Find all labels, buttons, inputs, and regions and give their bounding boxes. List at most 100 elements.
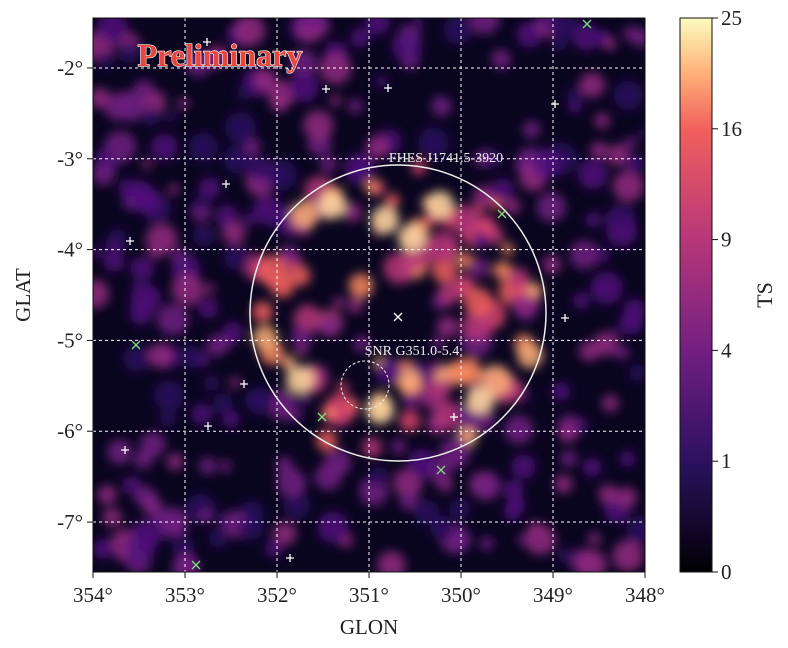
ts-blob	[434, 370, 445, 381]
colorbar-tick-label: 25	[721, 6, 742, 30]
ts-blob	[299, 394, 311, 406]
ts-blob	[224, 244, 250, 270]
ts-blob	[560, 450, 576, 466]
ts-blob	[348, 99, 362, 113]
y-tick-label: -6°	[57, 419, 83, 443]
ts-blob	[165, 111, 176, 122]
y-tick-label: -3°	[57, 147, 83, 171]
ts-blob	[125, 535, 154, 564]
ts-blob	[537, 193, 566, 222]
ts-blob	[151, 134, 178, 161]
ts-blob	[189, 133, 218, 162]
ts-blob	[199, 509, 213, 523]
ts-blob	[316, 430, 337, 451]
colorbar-tick-label: 16	[721, 117, 742, 141]
y-axis-label: GLAT	[11, 268, 35, 322]
colorbar-tick-label: 0	[721, 560, 732, 584]
ts-blob	[97, 485, 116, 504]
ts-blob	[399, 410, 420, 431]
ts-blob	[93, 539, 113, 559]
ts-blob	[491, 49, 511, 69]
ts-blob	[134, 80, 153, 99]
ts-blob	[623, 26, 638, 41]
ts-blob	[89, 88, 110, 109]
ts-blob	[578, 159, 608, 189]
ts-blob	[392, 32, 422, 62]
colorbar-tick-label: 1	[721, 449, 732, 473]
ts-blob	[480, 537, 494, 551]
ts-blob	[266, 160, 297, 191]
ts-blob	[252, 301, 273, 322]
ts-blob	[469, 257, 489, 277]
ts-blob	[104, 251, 125, 272]
ts-blob	[554, 475, 573, 494]
ts-blob	[527, 283, 542, 298]
ts-blob	[257, 255, 289, 287]
ts-blob	[199, 457, 216, 474]
ts-blob	[149, 245, 162, 258]
ts-blob	[576, 550, 606, 580]
ts-blob	[225, 112, 256, 143]
ts-hotspot	[318, 191, 346, 219]
ts-blob	[333, 297, 345, 309]
ts-blob	[613, 171, 644, 202]
ts-hotspot	[286, 366, 314, 394]
ts-blob	[239, 515, 264, 540]
ts-blob	[614, 81, 643, 110]
ts-blob	[337, 381, 348, 392]
ts-blob	[598, 484, 618, 504]
ts-blob	[591, 142, 608, 159]
ts-blob	[383, 252, 415, 284]
ts-hotspot	[466, 386, 494, 414]
ts-blob	[142, 159, 152, 169]
y-tick-label: -2°	[57, 56, 83, 80]
ts-blob	[230, 377, 241, 388]
x-tick-label: 353°	[165, 583, 205, 607]
ts-blob	[504, 503, 522, 521]
ts-blob	[403, 392, 419, 408]
ts-blob	[525, 525, 555, 555]
ts-blob	[579, 341, 599, 361]
ts-blob	[450, 499, 470, 519]
ts-blob	[586, 212, 601, 227]
ts-blob	[431, 96, 451, 116]
ts-hotspot	[426, 191, 454, 219]
ts-blob	[193, 224, 215, 246]
ts-blob	[629, 365, 646, 382]
ts-blob	[602, 395, 619, 412]
ts-blob	[315, 463, 342, 490]
ts-blob	[391, 439, 406, 454]
ts-hotspot	[398, 224, 426, 252]
ts-blob	[213, 393, 233, 413]
y-tick-label: -5°	[57, 328, 83, 352]
ts-blob	[237, 85, 252, 100]
ts-blob	[588, 533, 601, 546]
ts-hotspot	[366, 396, 394, 424]
chart: Preliminary FHES J1741.5-3920 SNR G351.0…	[0, 0, 788, 643]
ts-blob	[97, 52, 114, 69]
ts-blob	[199, 177, 221, 199]
ts-blob	[289, 72, 319, 102]
ts-blob	[103, 508, 122, 527]
ts-blob	[624, 137, 637, 150]
ts-blob	[559, 425, 577, 443]
ts-blob	[504, 480, 524, 500]
ts-blob	[624, 299, 645, 320]
ts-blob	[472, 471, 501, 500]
colorbar-tick-label: 9	[721, 228, 732, 252]
ts-blob	[192, 404, 212, 424]
colorbar-tick-label: 4	[721, 338, 732, 362]
ts-blob	[198, 298, 218, 318]
ts-blob	[595, 113, 610, 128]
ts-blob	[550, 11, 579, 40]
ts-blob	[330, 95, 341, 106]
ts-blob	[552, 382, 571, 401]
ts-blob	[344, 153, 374, 183]
ts-blob	[131, 257, 154, 280]
snr-label: SNR G351.0-5.4	[365, 344, 460, 359]
ts-blob	[107, 440, 132, 465]
source-label: FHES J1741.5-3920	[389, 151, 503, 166]
ts-blob	[362, 437, 382, 457]
ts-blob	[288, 408, 302, 422]
ts-blob	[169, 184, 180, 195]
